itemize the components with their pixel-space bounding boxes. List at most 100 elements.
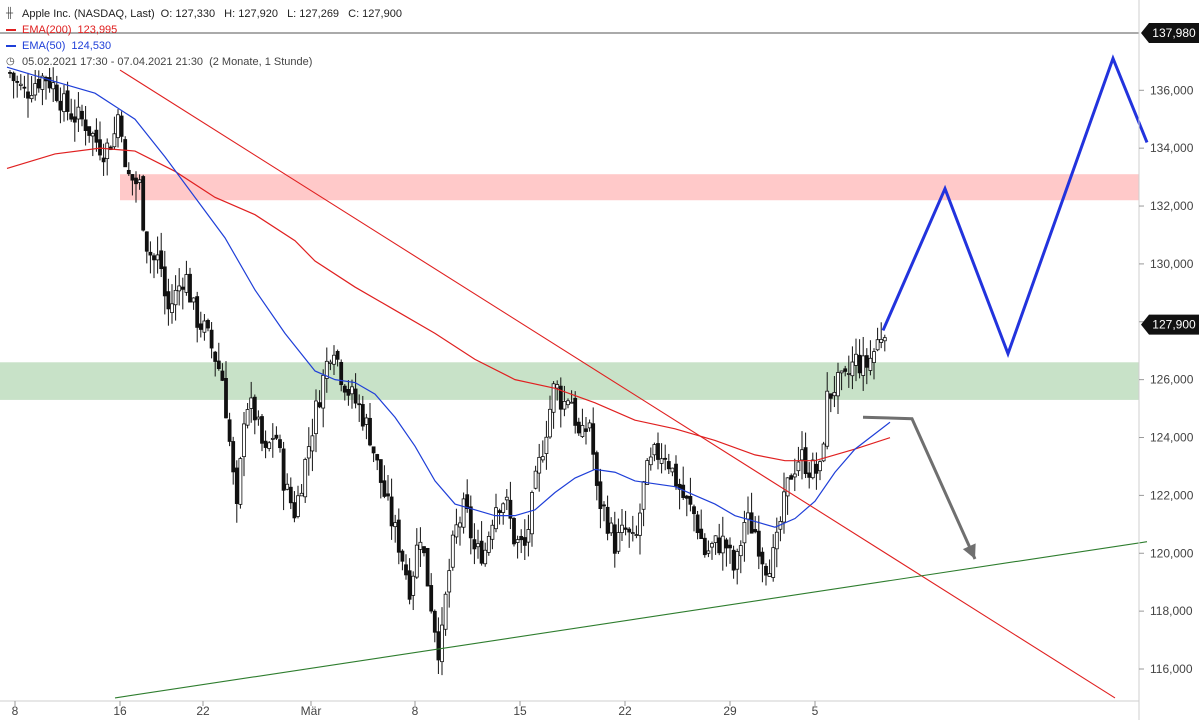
ema200-line	[6, 147, 891, 462]
candle-body	[11, 72, 16, 82]
uptrend-line	[114, 541, 1148, 699]
x-tick-label: Mär	[301, 704, 322, 718]
candle-body	[274, 434, 279, 439]
candle-body	[87, 126, 92, 136]
candle-body	[602, 504, 606, 507]
candle-body	[209, 329, 214, 349]
candle-body	[857, 354, 862, 374]
candle-body	[314, 400, 318, 435]
y-tick-label: 136,000	[1150, 83, 1194, 97]
candle-body	[36, 78, 41, 89]
candle-body	[746, 512, 750, 520]
candle-body	[616, 532, 621, 552]
candle-body	[854, 353, 858, 366]
candle-body	[58, 100, 63, 111]
ohlc-low: L: 127,269	[287, 8, 340, 20]
candle-body	[418, 541, 423, 550]
candle-body	[461, 498, 466, 528]
candle-body	[634, 534, 639, 536]
candle-body	[598, 481, 603, 510]
candle-body	[526, 529, 531, 543]
candle-body	[414, 544, 419, 578]
candle-body	[749, 512, 754, 534]
ohlc-close: C: 127,900	[348, 8, 402, 20]
candle-body	[364, 417, 369, 425]
candle-body	[540, 456, 545, 461]
candle-body	[429, 585, 434, 612]
candle-body	[256, 416, 261, 420]
candle-body	[720, 535, 725, 554]
candle-body	[245, 409, 250, 426]
candle-body	[591, 423, 596, 455]
candle-body	[162, 266, 167, 297]
ema200-swatch	[6, 29, 16, 31]
candle-body	[702, 537, 707, 556]
candle-body	[234, 467, 239, 504]
candle-body	[202, 320, 207, 333]
candle-body	[566, 400, 570, 406]
downtrend-line	[119, 69, 1116, 699]
candle-body	[630, 532, 635, 534]
candle-body	[846, 373, 851, 375]
candle-body	[206, 319, 210, 329]
candle-body	[62, 93, 66, 113]
ema-layer	[6, 66, 891, 528]
candle-body	[753, 529, 758, 533]
candle-body	[731, 549, 736, 571]
candle-body	[688, 495, 693, 505]
candle-body	[105, 142, 110, 160]
candle-body	[468, 506, 473, 539]
candle-body	[69, 113, 74, 120]
candle-body	[8, 72, 12, 74]
clock-icon: ◷	[6, 56, 15, 67]
candle-body	[137, 179, 142, 183]
candle-body	[450, 534, 455, 568]
candle-body	[342, 385, 347, 393]
candle-body	[796, 461, 801, 472]
top-price-tag-bg	[1141, 23, 1199, 43]
candle-body	[386, 493, 390, 497]
candle-body	[94, 129, 99, 143]
candle-body	[825, 390, 830, 447]
x-tick-label: 8	[12, 704, 19, 718]
candle-body	[80, 110, 84, 120]
candle-body	[180, 286, 185, 290]
price-tags: 137,980 127,900	[1141, 23, 1199, 335]
x-axis: 8 16 22 Mär 8 15 22 29 5	[0, 700, 1139, 718]
resistance-zone	[120, 174, 1139, 201]
candle-body	[213, 351, 218, 362]
ohlc-open: O: 127,330	[160, 8, 216, 20]
candle-body	[260, 416, 264, 444]
candle-body	[724, 539, 729, 549]
candle-body	[710, 543, 714, 548]
period-label: (2 Monate, 1 Stunde)	[209, 56, 313, 68]
x-tick-label: 29	[723, 704, 737, 718]
candlestick-icon: ╫	[6, 8, 14, 19]
candle-body	[292, 502, 297, 519]
candle-body	[90, 133, 95, 137]
candle-body	[555, 384, 560, 389]
candle-body	[126, 169, 131, 175]
candle-body	[26, 91, 30, 99]
candle-body	[335, 350, 340, 360]
candle-body	[18, 83, 23, 86]
candle-body	[54, 84, 59, 101]
candle-body	[821, 443, 826, 462]
candle-body	[868, 357, 873, 371]
candle-body	[281, 448, 286, 491]
x-tick-label: 22	[196, 704, 210, 718]
y-tick-label: 124,000	[1150, 431, 1194, 445]
candle-body	[519, 535, 524, 541]
ema50-swatch	[6, 45, 16, 47]
legend-ema200-row: EMA(200) 123,995	[6, 22, 402, 38]
candle-body	[148, 251, 153, 256]
y-tick-label: 116,000	[1150, 662, 1193, 676]
candle-body	[303, 459, 308, 498]
candle-body	[40, 75, 45, 90]
candle-body	[382, 480, 387, 497]
candle-body	[537, 456, 542, 474]
candle-body	[465, 494, 470, 509]
candle-body	[184, 274, 189, 293]
candle-body	[580, 425, 585, 437]
